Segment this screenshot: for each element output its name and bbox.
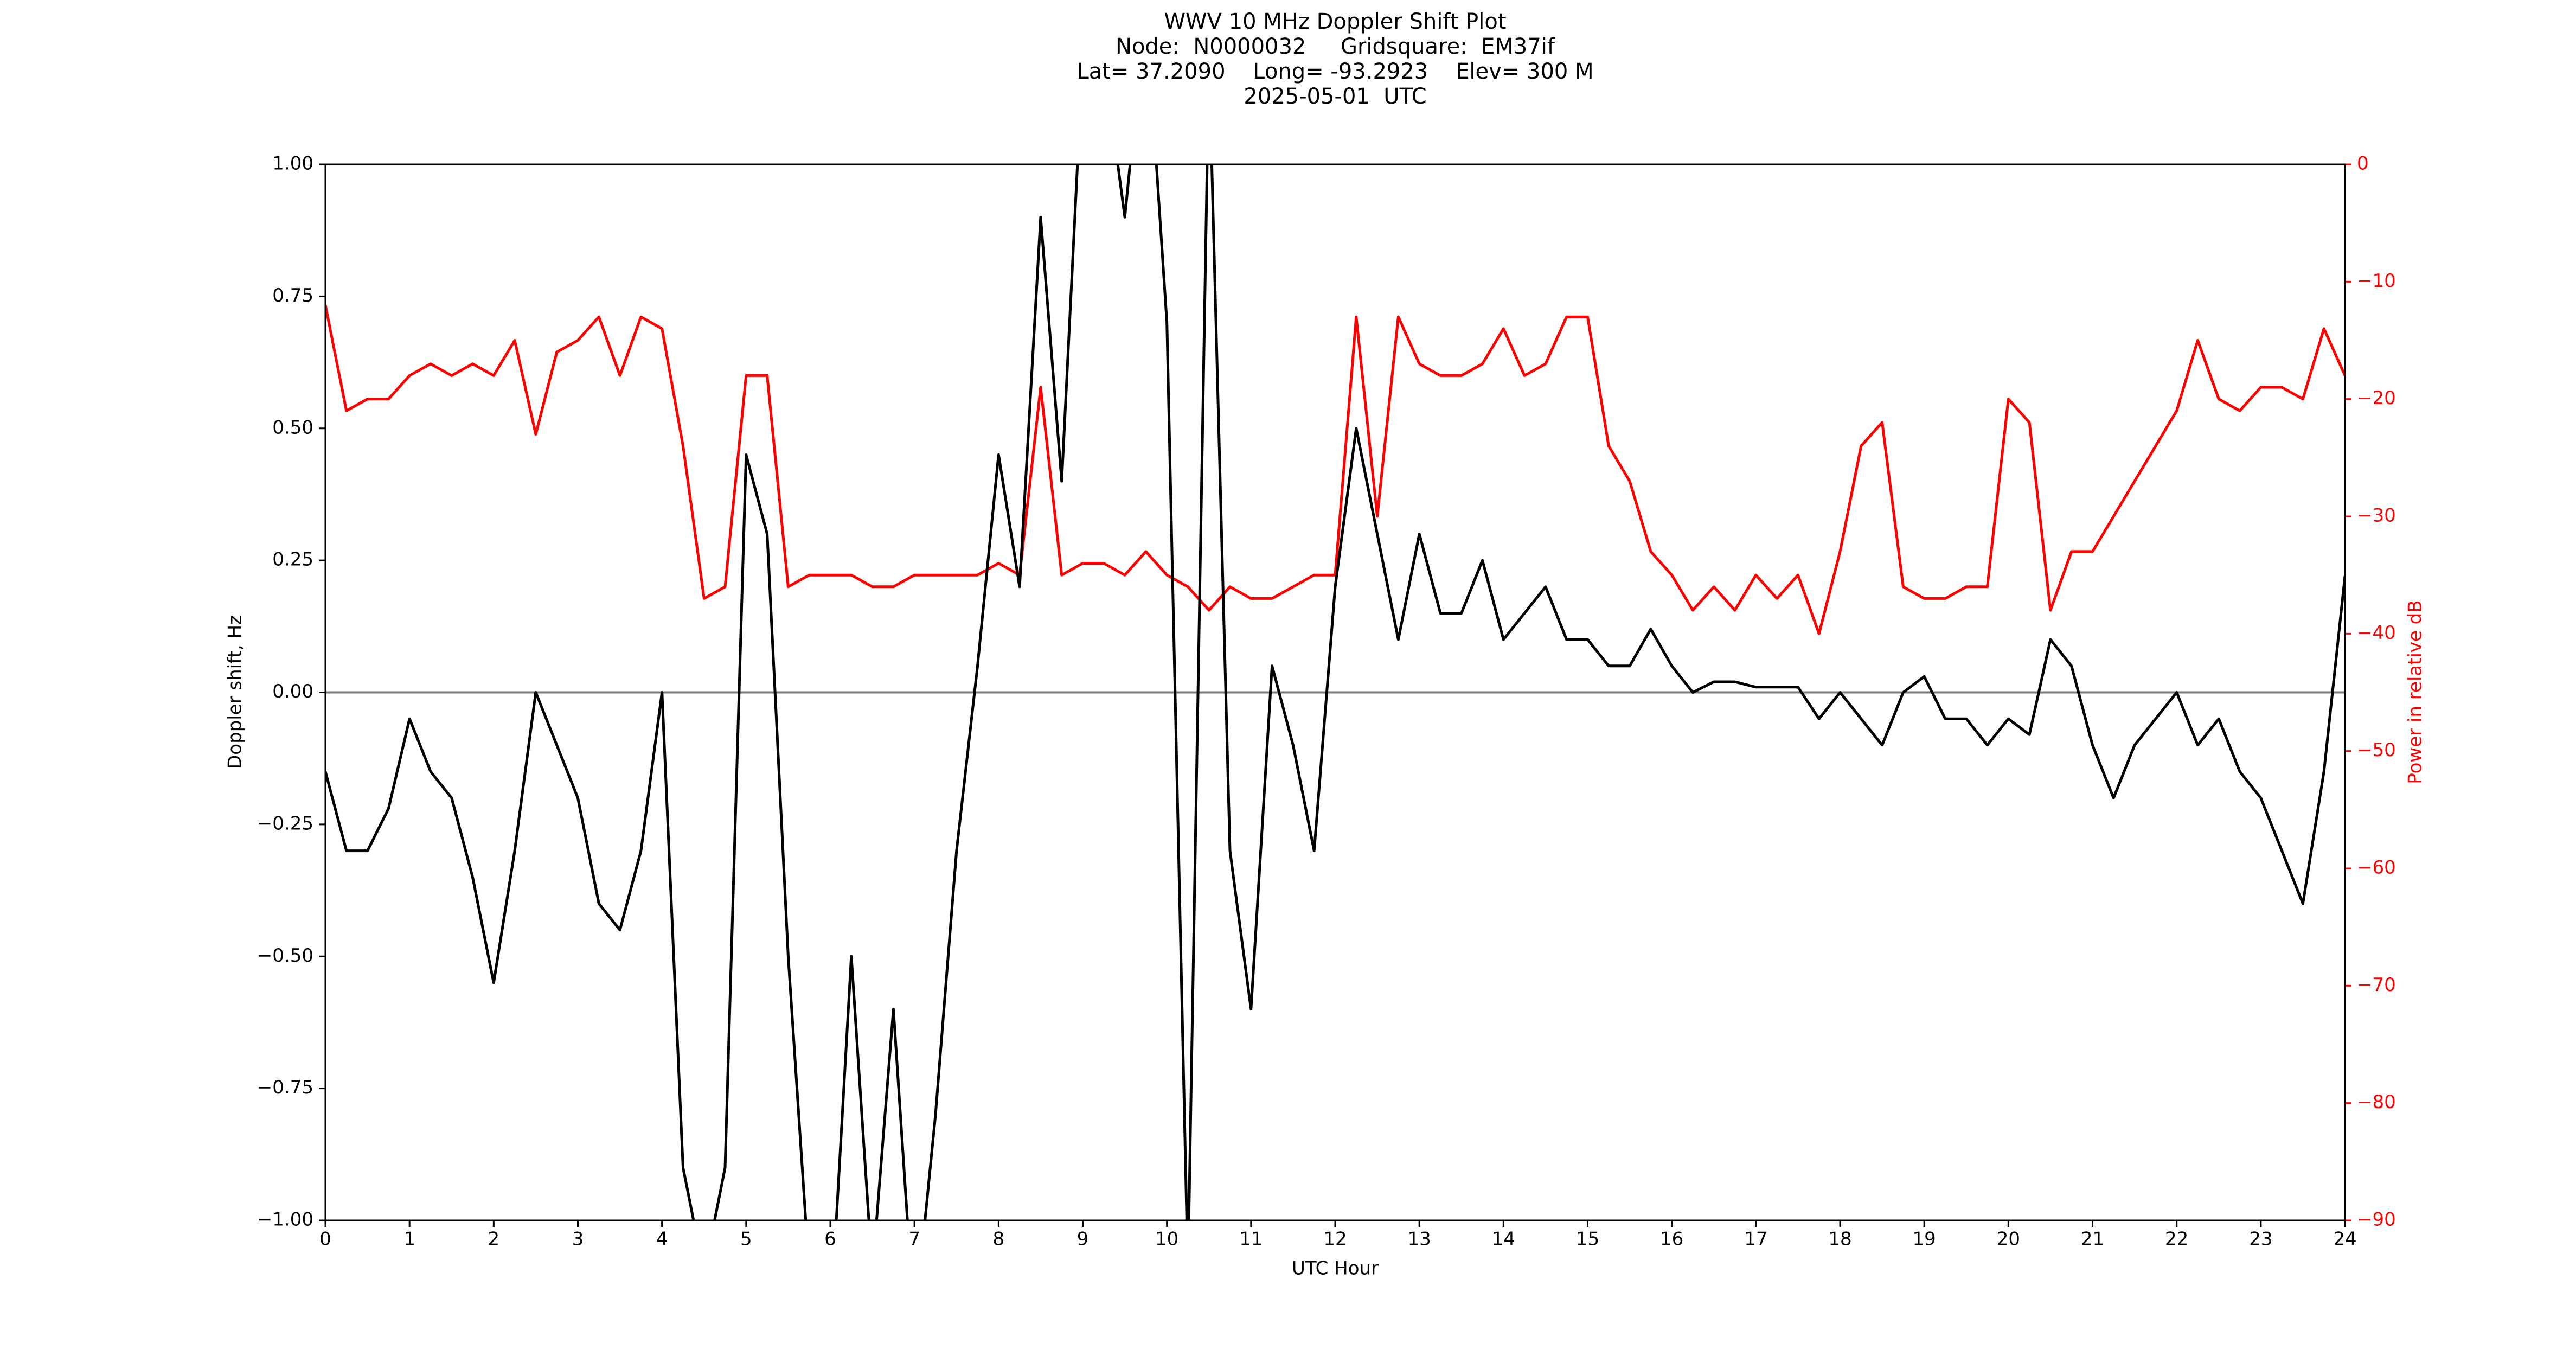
x-tick-label: 19: [1913, 1229, 1936, 1250]
y-tick-label: 0.75: [272, 285, 313, 306]
x-axis-label: UTC Hour: [1292, 1258, 1379, 1280]
x-tick-label: 18: [1828, 1229, 1851, 1250]
x-tick-label: 0: [319, 1229, 331, 1250]
y-axis-label: Doppler shift, Hz: [225, 615, 246, 769]
x-tick-label: 6: [824, 1229, 836, 1250]
y2-tick-label: −60: [2357, 857, 2396, 879]
y2-tick-label: −10: [2357, 270, 2396, 292]
y-tick-label: −1.00: [257, 1209, 313, 1231]
y2-tick-label: −20: [2357, 387, 2396, 409]
x-tick-label: 21: [2081, 1229, 2104, 1250]
y-tick-label: 0.50: [272, 417, 313, 438]
plot-area: [325, 164, 2345, 1220]
y2-tick-label: −90: [2357, 1209, 2396, 1231]
x-tick-label: 4: [656, 1229, 668, 1250]
y2-tick-label: −40: [2357, 622, 2396, 644]
x-tick-label: 14: [1492, 1229, 1515, 1250]
y-tick-label: 0.00: [272, 681, 313, 702]
x-tick-label: 7: [908, 1229, 920, 1250]
x-tick-label: 17: [1744, 1229, 1767, 1250]
x-tick-label: 22: [2165, 1229, 2188, 1250]
chart-subtitle: 2025-05-01 UTC: [1244, 84, 1426, 109]
data-line: [325, 305, 2345, 635]
x-tick-label: 11: [1239, 1229, 1263, 1250]
y2-tick-label: −30: [2357, 505, 2396, 527]
chart-subtitle: Node: N0000032 Gridsquare: EM37if: [1116, 34, 1555, 59]
y2-tick-label: 0: [2357, 153, 2369, 175]
y2-axis-label: Power in relative dB: [2405, 600, 2426, 784]
chart-title: WWV 10 MHz Doppler Shift Plot: [1164, 9, 1506, 34]
chart-subtitle: Lat= 37.2090 Long= -93.2923 Elev= 300 M: [1076, 59, 1593, 84]
y-tick-label: −0.25: [257, 813, 313, 834]
y2-tick-label: −80: [2357, 1091, 2396, 1113]
x-tick-label: 5: [740, 1229, 752, 1250]
x-tick-label: 24: [2333, 1229, 2356, 1250]
x-tick-label: 16: [1660, 1229, 1683, 1250]
x-tick-label: 15: [1576, 1229, 1599, 1250]
x-tick-label: 8: [993, 1229, 1005, 1250]
y2-tick-label: −50: [2357, 739, 2396, 761]
y2-tick-label: −70: [2357, 974, 2396, 996]
y-tick-label: −0.75: [257, 1077, 313, 1098]
y-tick-label: 1.00: [272, 153, 313, 175]
x-tick-label: 13: [1408, 1229, 1431, 1250]
x-tick-label: 10: [1155, 1229, 1178, 1250]
x-tick-label: 9: [1077, 1229, 1089, 1250]
plot-frame: [324, 163, 2346, 1221]
x-tick-label: 20: [1997, 1229, 2020, 1250]
y-tick-label: 0.25: [272, 549, 313, 571]
data-line: [325, 164, 2345, 1220]
x-tick-label: 1: [403, 1229, 415, 1250]
x-tick-label: 2: [488, 1229, 500, 1250]
x-tick-label: 23: [2249, 1229, 2272, 1250]
y-tick-label: −0.50: [257, 945, 313, 967]
x-tick-label: 12: [1323, 1229, 1347, 1250]
x-tick-label: 3: [572, 1229, 584, 1250]
